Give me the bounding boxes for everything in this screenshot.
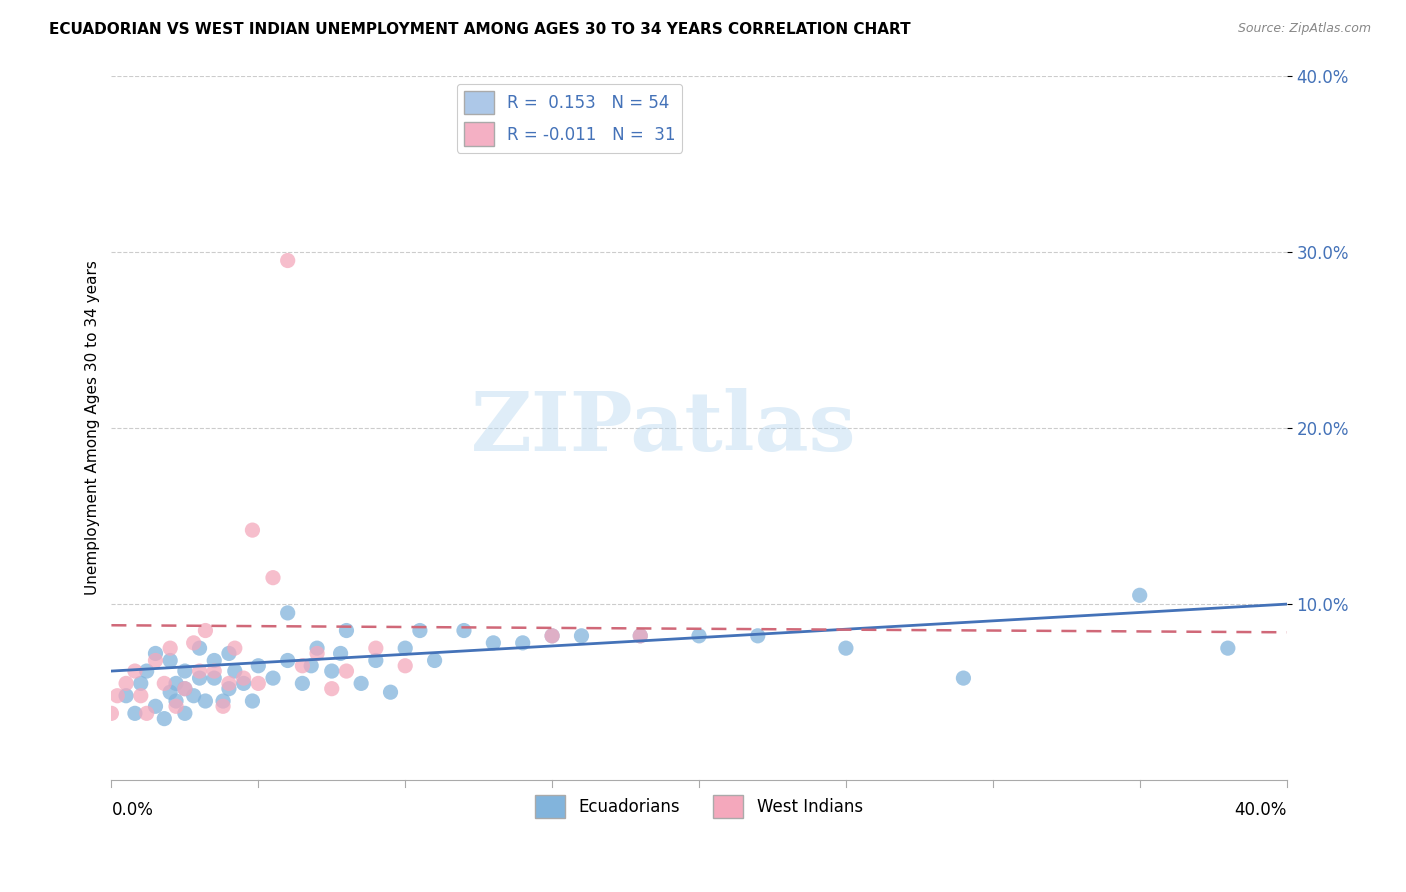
Point — [1129, 588, 1152, 602]
Point — [212, 699, 235, 714]
Point — [135, 706, 157, 721]
Point — [202, 664, 225, 678]
Point — [188, 641, 211, 656]
Point — [145, 653, 167, 667]
Point — [145, 699, 167, 714]
Point — [194, 694, 217, 708]
Point — [124, 664, 146, 678]
Point — [159, 641, 181, 656]
Point — [242, 694, 264, 708]
Point — [232, 671, 254, 685]
Point — [321, 681, 343, 696]
Point — [541, 629, 564, 643]
Point — [277, 606, 299, 620]
Point — [129, 676, 152, 690]
Point — [364, 641, 387, 656]
Point — [202, 671, 225, 685]
Point — [159, 685, 181, 699]
Text: 40.0%: 40.0% — [1234, 801, 1286, 820]
Point — [183, 689, 205, 703]
Point — [165, 699, 187, 714]
Point — [224, 664, 246, 678]
Point — [747, 629, 769, 643]
Point — [277, 653, 299, 667]
Point — [188, 664, 211, 678]
Point — [291, 676, 314, 690]
Point — [571, 629, 593, 643]
Point — [194, 624, 217, 638]
Point — [124, 706, 146, 721]
Point — [335, 624, 357, 638]
Point — [409, 624, 432, 638]
Point — [541, 629, 564, 643]
Point — [628, 629, 651, 643]
Point — [394, 641, 416, 656]
Point — [135, 664, 157, 678]
Point — [232, 676, 254, 690]
Text: Source: ZipAtlas.com: Source: ZipAtlas.com — [1237, 22, 1371, 36]
Point — [173, 664, 195, 678]
Point — [145, 647, 167, 661]
Point — [242, 523, 264, 537]
Point — [247, 658, 270, 673]
Point — [173, 681, 195, 696]
Point — [224, 641, 246, 656]
Point — [153, 712, 176, 726]
Point — [262, 671, 284, 685]
Text: ECUADORIAN VS WEST INDIAN UNEMPLOYMENT AMONG AGES 30 TO 34 YEARS CORRELATION CHA: ECUADORIAN VS WEST INDIAN UNEMPLOYMENT A… — [49, 22, 911, 37]
Point — [173, 681, 195, 696]
Point — [129, 689, 152, 703]
Point — [350, 676, 373, 690]
Point — [453, 624, 475, 638]
Point — [364, 653, 387, 667]
Y-axis label: Unemployment Among Ages 30 to 34 years: Unemployment Among Ages 30 to 34 years — [86, 260, 100, 595]
Point — [188, 671, 211, 685]
Point — [628, 629, 651, 643]
Point — [218, 676, 240, 690]
Point — [100, 706, 122, 721]
Point — [307, 647, 329, 661]
Point — [262, 571, 284, 585]
Point — [688, 629, 710, 643]
Point — [952, 671, 974, 685]
Point — [212, 694, 235, 708]
Point — [291, 658, 314, 673]
Point — [218, 647, 240, 661]
Point — [183, 636, 205, 650]
Point — [299, 658, 322, 673]
Point — [202, 653, 225, 667]
Point — [329, 647, 352, 661]
Point — [321, 664, 343, 678]
Point — [159, 653, 181, 667]
Point — [247, 676, 270, 690]
Point — [115, 689, 138, 703]
Point — [173, 706, 195, 721]
Point — [307, 641, 329, 656]
Point — [165, 676, 187, 690]
Point — [165, 694, 187, 708]
Point — [153, 676, 176, 690]
Point — [394, 658, 416, 673]
Point — [835, 641, 858, 656]
Point — [218, 681, 240, 696]
Legend: Ecuadorians, West Indians: Ecuadorians, West Indians — [529, 788, 869, 825]
Text: 0.0%: 0.0% — [111, 801, 153, 820]
Point — [335, 664, 357, 678]
Point — [512, 636, 534, 650]
Point — [423, 653, 446, 667]
Text: ZIPatlas: ZIPatlas — [471, 388, 856, 468]
Point — [105, 689, 128, 703]
Point — [482, 636, 505, 650]
Point — [380, 685, 402, 699]
Point — [1216, 641, 1239, 656]
Point — [277, 253, 299, 268]
Point — [115, 676, 138, 690]
